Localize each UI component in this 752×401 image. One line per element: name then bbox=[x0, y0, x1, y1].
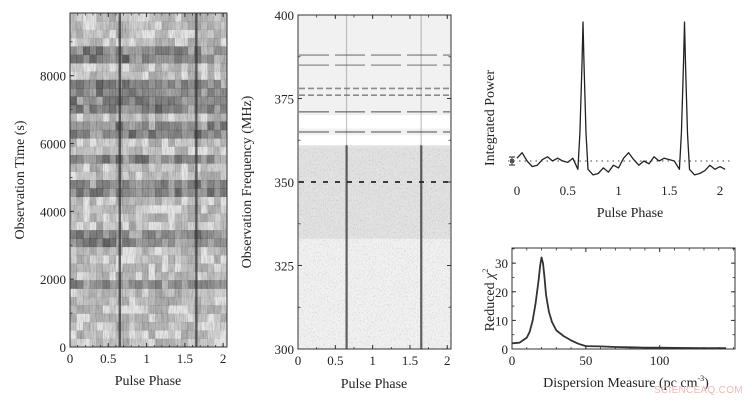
chi2-dm-ticks: 0 50 100 0 10 20 30 bbox=[495, 248, 735, 368]
error-bar-icon bbox=[509, 156, 515, 166]
x-tick-label: 0 bbox=[67, 351, 74, 366]
x-tick-label: 2 bbox=[717, 183, 724, 198]
chi2-dm-x-label: Dispersion Measure (pc cm-3) bbox=[543, 374, 709, 391]
x-tick-label: 1.5 bbox=[177, 351, 193, 366]
x-tick-label: 2 bbox=[220, 351, 227, 366]
time-phase-ticks: 0 0.5 1 1.5 2 0 2000 4000 6000 8000 bbox=[40, 13, 226, 366]
x-tick-label: 0.5 bbox=[327, 353, 343, 368]
y-tick-label: 400 bbox=[275, 8, 295, 23]
pulse-profile-line bbox=[516, 21, 726, 176]
watermark: SCIENCEAQ.COM bbox=[654, 385, 743, 396]
x-tick-label: 2 bbox=[444, 353, 451, 368]
x-tick-label: 100 bbox=[650, 353, 670, 368]
x-tick-label: 0 bbox=[295, 353, 302, 368]
y-tick-label: 325 bbox=[275, 259, 295, 274]
x-tick-label: 1 bbox=[615, 183, 622, 198]
frequency-phase-panel: 0 0.5 1 1.5 2 300 325 350 375 400 Pulse Phase Obs… bbox=[240, 8, 452, 392]
frequency-phase-ticks: 0 0.5 1 1.5 2 300 325 350 375 400 bbox=[275, 8, 451, 368]
y-tick-label: 4000 bbox=[40, 204, 66, 219]
chi2-curve bbox=[511, 256, 727, 350]
x-tick-label: 1.5 bbox=[402, 353, 418, 368]
x-tick-label: 0 bbox=[509, 353, 516, 368]
frequency-rfi-bands bbox=[299, 54, 450, 239]
x-tick-label: 1.5 bbox=[661, 183, 677, 198]
x-tick-label: 1 bbox=[369, 353, 376, 368]
x-tick-label: 1 bbox=[143, 351, 150, 366]
y-tick-label: 350 bbox=[275, 175, 295, 190]
y-tick-label: 30 bbox=[495, 256, 508, 271]
y-tick-label: 0 bbox=[60, 340, 67, 355]
x-tick-label: 0.5 bbox=[100, 351, 116, 366]
pulse-profile-panel: 0 0.5 1 1.5 2 Pulse Phase Integrated Power bbox=[483, 21, 732, 221]
frequency-phase-y-label: Observation Frequency (MHz) bbox=[240, 95, 255, 268]
y-tick-label: 8000 bbox=[40, 69, 66, 84]
frequency-phase-x-label: Pulse Phase bbox=[341, 377, 408, 392]
x-tick-label: 0.5 bbox=[560, 183, 576, 198]
pulse-lines bbox=[345, 15, 423, 349]
pulse-lines bbox=[118, 13, 198, 347]
y-tick-label: 300 bbox=[275, 342, 295, 357]
time-phase-x-label: Pulse Phase bbox=[115, 374, 182, 389]
time-phase-panel: 0 0.5 1 1.5 2 0 2000 4000 6000 8000 Pulse Phase O… bbox=[13, 12, 228, 389]
y-tick-label: 375 bbox=[275, 92, 295, 107]
y-tick-label: 6000 bbox=[40, 137, 66, 152]
pulse-profile-ticks: 0 0.5 1 1.5 2 bbox=[514, 183, 724, 198]
chi2-dm-y-label: Reduced χ2 bbox=[481, 269, 498, 332]
y-tick-label: 2000 bbox=[40, 272, 66, 287]
pulse-profile-y-label: Integrated Power bbox=[483, 70, 498, 166]
x-tick-label: 50 bbox=[579, 353, 592, 368]
chi2-dm-panel: 0 50 100 0 10 20 30 Dispersion Measure (pc cm-… bbox=[481, 247, 736, 391]
y-tick-label: 20 bbox=[495, 285, 508, 300]
time-phase-y-label: Observation Time (s) bbox=[13, 120, 28, 239]
time-phase-bands bbox=[70, 13, 228, 348]
x-tick-label: 0 bbox=[514, 183, 521, 198]
y-tick-label: 10 bbox=[495, 313, 508, 328]
pulse-profile-x-label: Pulse Phase bbox=[597, 206, 664, 221]
y-tick-label: 0 bbox=[502, 342, 509, 357]
